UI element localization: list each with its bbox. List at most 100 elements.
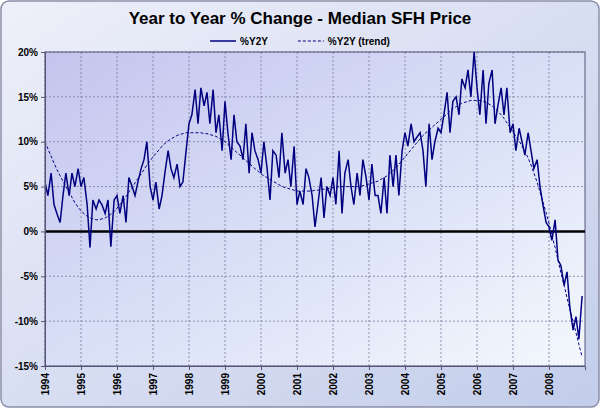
y-axis-line [41,53,46,367]
line-series [45,52,582,339]
grid-line-x [405,52,406,366]
legend: %Y2Y %Y2Y (trend) [210,36,390,47]
y-tick-mark [41,187,45,188]
grid-line-y [45,276,585,277]
x-tick-mark [549,366,550,370]
y-tick-label: 15% [18,92,38,103]
x-tick-mark [225,366,226,370]
y-tick: 20% [18,47,45,58]
zero-line [45,230,585,233]
legend-label: %Y2Y [240,36,268,47]
grid-line-x [153,52,154,366]
y-tick-label: 0% [24,226,39,237]
x-axis-line [46,367,586,371]
y-tick-mark [41,366,45,367]
background [1,1,599,407]
y-tick-mark [41,142,45,143]
x-tick-label: 2001 [292,373,303,396]
y-tick-mark [41,52,45,53]
x-tick-mark [333,366,334,370]
y-tick-mark [41,97,45,98]
x-tick-mark [405,366,406,370]
x-tick: 2001 [292,366,303,395]
y-tick: 0% [24,226,45,237]
legend-swatch [210,40,236,42]
plot-area: -15% -10% -5% 0% 5% 10% 15% 20% 1994 1995 1996 1997… [15,47,586,396]
grid-line-x [261,52,262,366]
x-tick-label: 2004 [400,373,411,396]
x-tick-label: 2007 [508,373,519,396]
y-tick: -10% [15,316,45,327]
y-tick-label: 20% [18,47,38,58]
grid [45,52,585,366]
y-tick-label: -5% [20,271,38,282]
grid-line-x [477,52,478,366]
grid-line-x [189,52,190,366]
x-tick-mark [513,366,514,370]
legend-swatch [298,41,324,42]
grid-line-y [45,141,585,142]
chart: -15% -10% -5% 0% 5% 10% 15% 20% 1994 1995 1996 1997… [0,0,600,408]
x-tick: 2002 [328,366,339,395]
x-tick-mark [441,366,442,370]
y-axis: -15% -10% -5% 0% 5% 10% 15% 20% [15,47,46,372]
y-tick: -5% [20,271,45,282]
x-tick-mark [297,366,298,370]
x-tick: 2007 [508,366,519,395]
x-tick: 2000 [256,366,267,395]
x-tick-mark [261,366,262,370]
grid-line-x [441,52,442,366]
line-series [45,100,582,357]
x-tick-label: 2006 [472,373,483,396]
x-tick-label: 2005 [436,373,447,396]
x-tick-label: 1995 [76,373,87,396]
x-tick-label: 2008 [544,373,555,396]
x-tick: 2008 [544,366,555,395]
x-tick-mark [153,366,154,370]
y-tick: 10% [18,136,45,147]
x-tick-mark [369,366,370,370]
y-tick-mark [41,321,45,322]
x-tick: 2005 [436,366,447,395]
grid-line-x [369,52,370,366]
x-tick: 1995 [76,366,87,395]
y-tick-label: 10% [18,136,38,147]
x-tick: 1994 [40,366,51,395]
legend-label: %Y2Y (trend) [328,36,390,47]
x-tick: 1997 [148,366,159,395]
plot-frame [45,52,585,366]
y-tick-label: 5% [24,181,39,192]
x-tick: 2004 [400,366,411,395]
x-tick: 2006 [472,366,483,395]
y-tick-label: -15% [15,361,38,372]
x-tick-label: 2003 [364,373,375,396]
x-tick: 2003 [364,366,375,395]
grid-line-x [549,52,550,366]
x-tick: 1996 [112,366,123,395]
grid-line-y [45,321,585,322]
y-tick-mark [41,231,45,232]
x-tick-label: 2000 [256,373,267,396]
grid-line-y [45,96,585,97]
y-tick: -15% [15,361,45,372]
x-tick-label: 2002 [328,373,339,396]
grid-line-y [45,186,585,187]
grid-line-x [297,52,298,366]
grid-line-x [225,52,226,366]
x-tick-mark [477,366,478,370]
x-tick-mark [45,366,46,370]
y-tick-label: -10% [15,316,38,327]
y-tick-mark [41,276,45,277]
series-group [45,52,582,357]
x-tick-label: 1994 [40,373,51,396]
x-tick-label: 1998 [184,373,195,396]
y-tick: 15% [18,92,45,103]
plot-background [45,52,585,366]
legend-item: %Y2Y (trend) [298,36,390,47]
legend-item: %Y2Y [210,36,268,47]
x-tick-mark [189,366,190,370]
x-tick: 1998 [184,366,195,395]
title: Year to Year % Change - Median SFH Price [129,9,472,28]
x-tick-mark [117,366,118,370]
x-tick-label: 1997 [148,373,159,396]
